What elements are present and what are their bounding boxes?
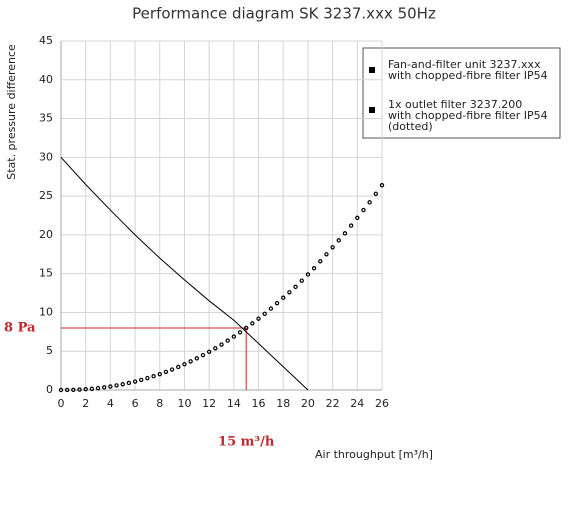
data-point [262,311,267,316]
data-point [169,367,175,372]
x-tick-label: 0 [58,397,65,410]
data-point [114,383,119,388]
data-point [342,231,348,236]
data-point [102,385,107,390]
data-point [157,371,162,377]
data-point [355,215,360,221]
data-point [318,259,323,264]
data-point [237,330,243,335]
data-point [305,272,311,277]
data-point [120,382,125,387]
data-point [274,300,280,306]
y-tick-label: 5 [46,344,53,357]
data-point [367,200,372,205]
data-point [231,334,237,339]
x-tick-label: 2 [82,397,89,410]
data-point [126,380,132,386]
legend-box [362,47,561,139]
x-tick-label: 4 [107,397,114,410]
y-tick-label: 20 [39,228,53,241]
data-point [281,295,286,300]
data-point [176,364,181,370]
data-point [299,278,304,283]
data-point [89,386,95,391]
legend-label: 1x outlet filter 3237.200 with chopped-fi… [388,98,548,133]
data-point [139,377,144,383]
annotation: 15 m³/h [218,435,275,450]
data-point [163,369,169,375]
data-point [311,266,317,271]
data-point [200,352,206,358]
data-point [243,325,249,331]
data-point [95,385,101,391]
data-point [194,356,200,361]
y-tick-label: 40 [39,73,53,86]
x-axis-label: Air throughput [m³/h] [315,448,433,461]
legend-marker [369,107,375,113]
x-tick-label: 18 [276,397,290,410]
chart-title: Performance diagram SK 3237.xxx 50Hz [132,5,436,23]
data-point [256,316,261,321]
data-point [64,387,70,393]
data-point [188,359,193,364]
data-point [151,373,156,379]
legend-marker [369,67,375,73]
data-point [77,387,82,392]
y-tick-label: 10 [39,305,53,318]
x-tick-label: 24 [350,397,364,410]
y-tick-label: 15 [39,267,53,280]
data-point [268,306,274,311]
x-tick-label: 20 [301,397,315,410]
y-tick-label: 45 [39,34,53,47]
data-point [361,207,366,213]
data-point [373,191,379,196]
data-point [83,387,88,392]
data-point [108,384,113,389]
data-point [324,252,329,257]
data-point [182,362,187,367]
legend-label: Fan-and-filter unit 3237.xxx with chopped… [388,58,548,82]
x-tick-label: 8 [156,397,163,410]
x-tick-label: 26 [375,397,389,410]
y-tick-label: 30 [39,150,53,163]
line-series [60,156,309,391]
x-tick-label: 22 [326,397,340,410]
data-point [219,342,224,347]
data-point [145,375,150,381]
y-tick-label: 0 [46,383,53,396]
data-point [250,321,255,326]
data-point [348,223,354,228]
x-tick-label: 10 [177,397,191,410]
x-tick-label: 6 [132,397,139,410]
y-axis-label: Stat. pressure difference [5,44,18,180]
data-point [132,379,138,384]
data-point [336,238,341,243]
data-point [330,245,335,250]
data-point [206,349,212,354]
data-point [379,183,385,188]
y-tick-label: 25 [39,189,53,202]
data-point [58,387,64,393]
data-point [213,346,218,351]
data-point [225,338,230,343]
annotation: 8 Pa [4,320,36,335]
data-point [293,284,298,290]
x-tick-label: 16 [252,397,266,410]
y-tick-label: 35 [39,112,53,125]
data-point [287,290,292,295]
x-tick-label: 14 [227,397,241,410]
data-point [71,387,76,393]
x-tick-label: 12 [202,397,216,410]
